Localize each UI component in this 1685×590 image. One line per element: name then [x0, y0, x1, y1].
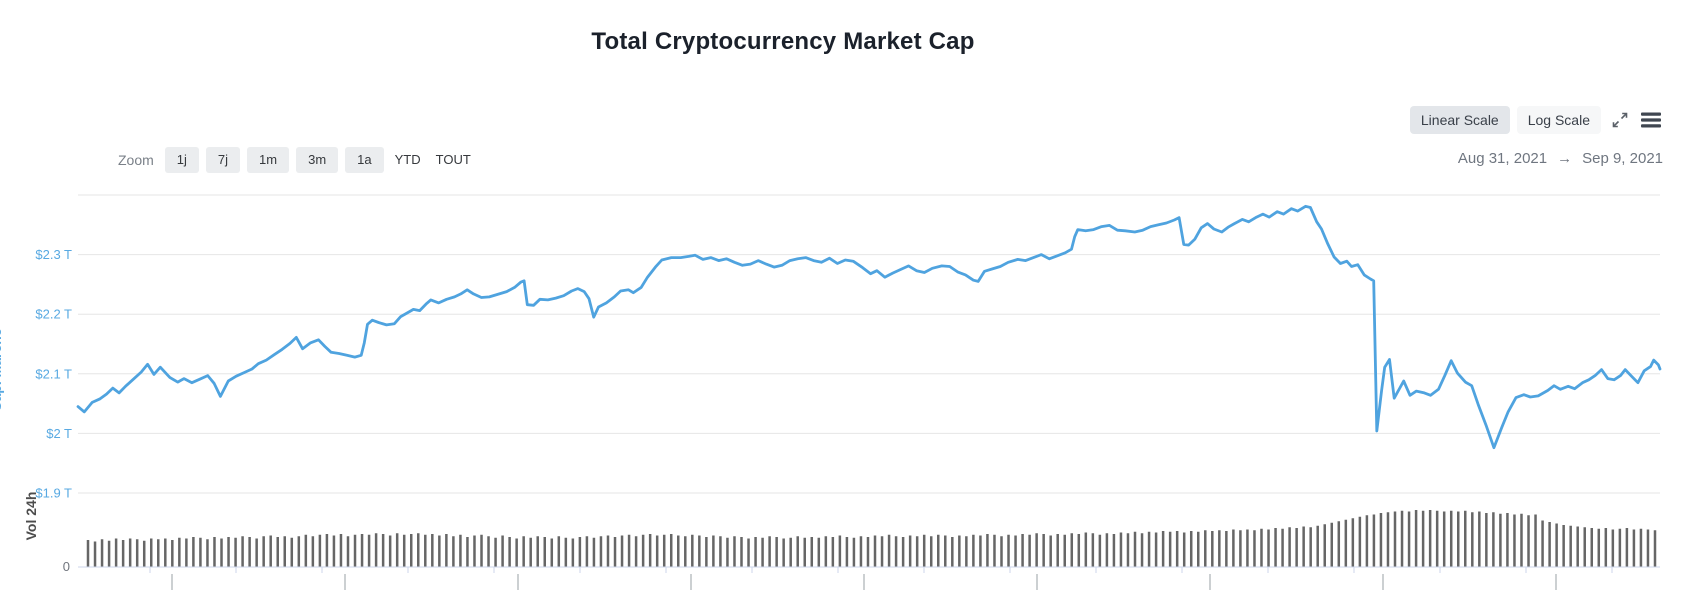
volume-zero-label: 0	[63, 559, 70, 574]
range-selector: Zoom 1j 7j 1m 3m 1a YTD TOUT	[118, 147, 475, 173]
arrow-separator: →	[1557, 150, 1573, 167]
y-axis-label: $2.3 T	[35, 247, 72, 262]
range-button-ytd[interactable]: YTD	[391, 147, 425, 173]
range-button-7j[interactable]: 7j	[205, 147, 241, 173]
y-axis-label: $1.9 T	[35, 486, 72, 501]
menu-icon[interactable]	[1639, 108, 1663, 132]
fullscreen-icon[interactable]	[1608, 108, 1632, 132]
range-button-1m[interactable]: 1m	[247, 147, 290, 173]
date-from: Aug 31, 2021	[1457, 150, 1548, 167]
chart-title: Total Cryptocurrency Market Cap	[591, 28, 975, 55]
linear-scale-button[interactable]: Linear Scale	[1409, 106, 1510, 134]
y-axis-label: $2 T	[46, 426, 72, 441]
date-to: Sep 9, 2021	[1582, 150, 1663, 167]
log-scale-button[interactable]: Log Scale	[1516, 106, 1601, 134]
range-button-tout[interactable]: TOUT	[432, 147, 475, 173]
zoom-label: Zoom	[118, 152, 154, 168]
range-button-1j[interactable]: 1j	[164, 147, 199, 173]
y-axis-label: $2.2 T	[35, 307, 72, 322]
plot-area[interactable]	[78, 195, 1660, 567]
scale-toggle: Linear Scale Log Scale	[1409, 106, 1663, 134]
volume-bars	[86, 510, 1657, 567]
range-button-1a[interactable]: 1a	[345, 147, 384, 173]
date-range: Aug 31, 2021 → Sep 9, 2021	[1458, 150, 1663, 167]
y-axis-label: $2.1 T	[35, 366, 72, 381]
range-button-3m[interactable]: 3m	[296, 147, 339, 173]
market-cap-line	[76, 204, 1662, 450]
